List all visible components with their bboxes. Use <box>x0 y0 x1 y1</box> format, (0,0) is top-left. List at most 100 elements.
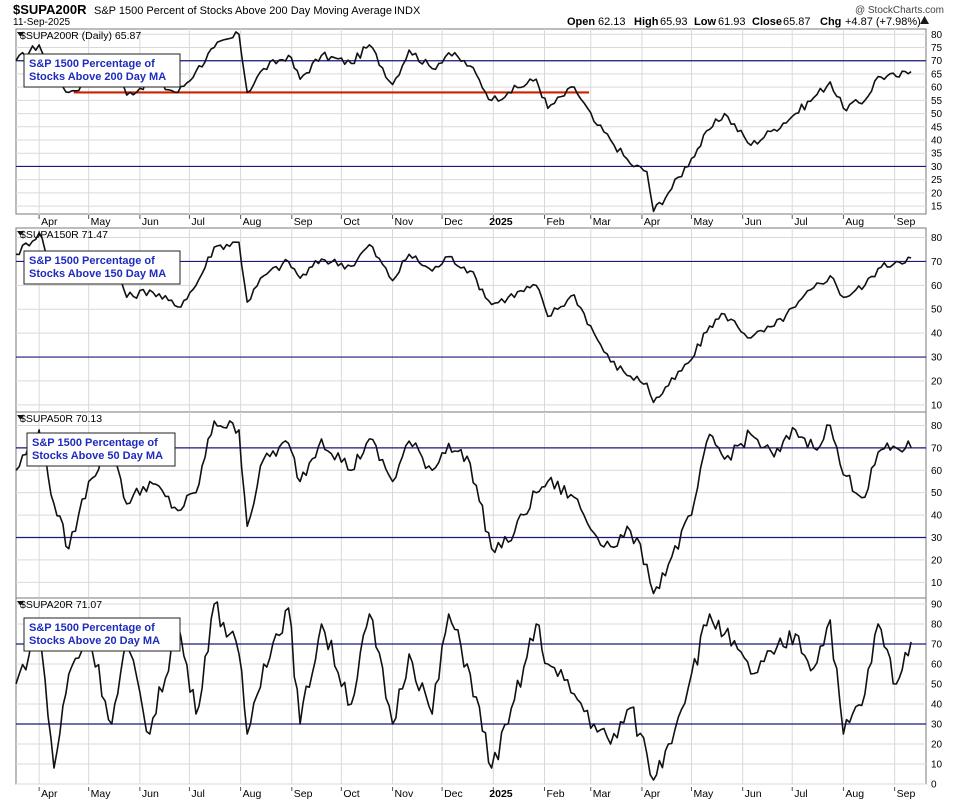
chart-description: S&P 1500 Percent of Stocks Above 200 Day… <box>94 5 392 17</box>
y-tick-label: 40 <box>931 329 943 340</box>
x-tick-label: Aug <box>243 216 262 228</box>
y-tick-label: 20 <box>931 376 943 387</box>
y-tick-label: 30 <box>931 533 943 544</box>
x-tick-label: Apr <box>644 788 661 800</box>
x-tick-label: Jun <box>745 216 762 228</box>
y-tick-label: 45 <box>931 122 943 133</box>
series-label-text: S&P 1500 Percentage of <box>29 255 155 267</box>
y-tick-label: 50 <box>931 680 943 691</box>
x-tick-label: Nov <box>395 216 414 228</box>
x-tick-label: Apr <box>644 216 661 228</box>
x-tick-label: Aug <box>243 788 262 800</box>
low-label: Low <box>694 16 716 28</box>
y-tick-label: 60 <box>931 466 943 477</box>
x-tick-label: Jun <box>745 788 762 800</box>
panel-4: 0 10 20 30 40 50 60 70 80 90 $SUPA20R 71.07 S&P 150… <box>15 597 943 791</box>
open-value: 62.13 <box>598 16 626 28</box>
y-tick-label: 70 <box>931 257 943 268</box>
y-tick-label: 60 <box>931 83 943 94</box>
panel-3: 10 20 30 40 50 60 70 80 $SUPA50R 70.13 S&P 1500 P… <box>15 411 943 599</box>
x-tick-label: Oct <box>343 216 359 228</box>
y-tick-label: 30 <box>931 353 943 364</box>
series-line <box>15 601 912 781</box>
watermark: @ StockCharts.com <box>855 5 944 16</box>
series-line <box>15 232 912 404</box>
low-value: 61.93 <box>718 16 746 28</box>
series-label-text: Stocks Above 50 Day MA <box>32 450 163 462</box>
series-label-text: Stocks Above 20 Day MA <box>29 635 160 647</box>
panel-title: $SUPA20R 71.07 <box>20 599 102 611</box>
series-label-box <box>26 432 176 467</box>
series-label-box <box>23 617 181 652</box>
high-value: 65.93 <box>660 16 688 28</box>
chg-label: Chg <box>820 16 841 28</box>
y-tick-label: 55 <box>931 96 943 107</box>
x-tick-label: Jul <box>794 216 807 228</box>
close-label: Close <box>752 16 782 28</box>
x-tick-label: Apr <box>41 788 58 800</box>
y-tick-label: 75 <box>931 43 943 54</box>
chg-value: +4.87 (+7.98%) <box>845 16 921 28</box>
x-tick-label: Feb <box>546 788 564 800</box>
up-triangle-icon <box>920 16 929 24</box>
x-tick-label: Sep <box>897 216 916 228</box>
x-tick-label: Nov <box>395 788 414 800</box>
y-tick-label: 50 <box>931 109 943 120</box>
y-tick-label: 80 <box>931 30 943 41</box>
y-tick-label: 65 <box>931 69 943 80</box>
y-tick-label: 10 <box>931 760 943 771</box>
series-line <box>15 31 912 213</box>
y-tick-label: 70 <box>931 640 943 651</box>
ohlc-readout: Open 62.13 High 65.93 Low 61.93 Close 65… <box>567 16 929 28</box>
y-tick-label: 80 <box>931 620 943 631</box>
x-axis: Apr May Jun Jul Aug Sep Oct Nov Dec 2025 Feb Mar Apr… <box>38 215 916 228</box>
x-tick-label: Sep <box>897 788 916 800</box>
y-tick-label: 15 <box>931 202 943 213</box>
panel-1: 15 20 25 30 35 40 45 50 55 60 65 70 75 80 $SUPA200R (D… <box>15 28 943 215</box>
x-tick-label: Jun <box>142 216 159 228</box>
x-axis: Apr May Jun Jul Aug Sep Oct Nov Dec 2025 Feb Mar Apr… <box>38 787 916 800</box>
x-tick-label: 2025 <box>489 216 513 228</box>
x-tick-label: Jul <box>191 216 204 228</box>
x-tick-label: Sep <box>294 788 313 800</box>
x-tick-label: Dec <box>444 216 463 228</box>
y-tick-label: 70 <box>931 56 943 67</box>
close-value: 65.87 <box>783 16 811 28</box>
y-tick-label: 60 <box>931 281 943 292</box>
x-tick-label: May <box>693 216 714 228</box>
y-tick-label: 20 <box>931 188 943 199</box>
x-tick-label: Jul <box>794 788 807 800</box>
panel-title: $SUPA50R 70.13 <box>20 413 102 425</box>
collapse-triangle-icon[interactable] <box>17 601 24 606</box>
y-tick-label: 80 <box>931 421 943 432</box>
x-tick-label: Mar <box>593 216 612 228</box>
y-tick-label: 25 <box>931 175 943 186</box>
x-tick-label: Aug <box>845 216 864 228</box>
collapse-triangle-icon[interactable] <box>17 231 24 236</box>
y-tick-label: 40 <box>931 511 943 522</box>
y-tick-label: 20 <box>931 555 943 566</box>
panel-title: $SUPA200R (Daily) 65.87 <box>20 30 141 42</box>
series-label-box <box>23 53 181 88</box>
y-tick-label: 40 <box>931 700 943 711</box>
x-tick-label: Apr <box>41 216 58 228</box>
y-tick-label: 40 <box>931 136 943 147</box>
collapse-triangle-icon[interactable] <box>17 415 24 420</box>
x-tick-label: Dec <box>444 788 463 800</box>
x-tick-label: May <box>91 788 112 800</box>
chart-exchange: INDX <box>394 5 421 17</box>
y-tick-label: 30 <box>931 720 943 731</box>
x-tick-label: Sep <box>294 216 313 228</box>
high-label: High <box>634 16 659 28</box>
y-tick-label: 60 <box>931 660 943 671</box>
chart-symbol: $SUPA200R <box>13 2 87 17</box>
series-label-text: S&P 1500 Percentage of <box>29 58 155 70</box>
x-tick-label: Jul <box>191 788 204 800</box>
x-tick-label: 2025 <box>489 788 513 800</box>
panel-2: 10 20 30 40 50 60 70 80 $SUPA150R 71.47 S&P 1500 … <box>15 227 943 413</box>
series-line <box>15 420 912 595</box>
collapse-triangle-icon[interactable] <box>17 32 24 37</box>
x-tick-label: Aug <box>845 788 864 800</box>
